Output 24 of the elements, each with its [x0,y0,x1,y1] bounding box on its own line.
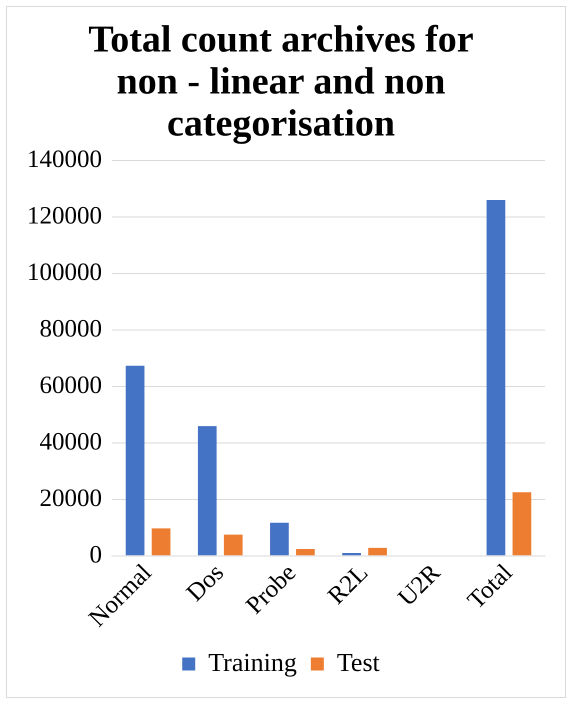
y-tick-label: 20000 [40,484,102,512]
x-tick-label: U2R [393,558,446,612]
bar [270,522,289,556]
bar [224,534,243,556]
chart-title: Total count archives for non - linear and non categorisation [88,18,474,144]
x-tick-label: R2L [322,559,374,610]
y-tick-label: 140000 [27,146,102,173]
bar [126,366,144,556]
bar [512,492,532,556]
legend-label: Test [336,648,381,677]
y-tick-label: 120000 [27,202,102,230]
y-tick-label: 40000 [40,428,102,456]
bar [486,200,506,556]
legend-label: Training [208,648,297,677]
bar [198,426,217,556]
x-tick-label: Dos [182,559,230,607]
bar [368,548,387,556]
y-tick-label: 60000 [40,372,102,399]
y-tick-label: 0 [90,541,102,568]
y-tick-label: 100000 [27,258,102,286]
y-tick-label: 80000 [40,315,102,342]
bar [342,552,361,556]
bar [296,549,315,556]
bar [152,528,170,556]
